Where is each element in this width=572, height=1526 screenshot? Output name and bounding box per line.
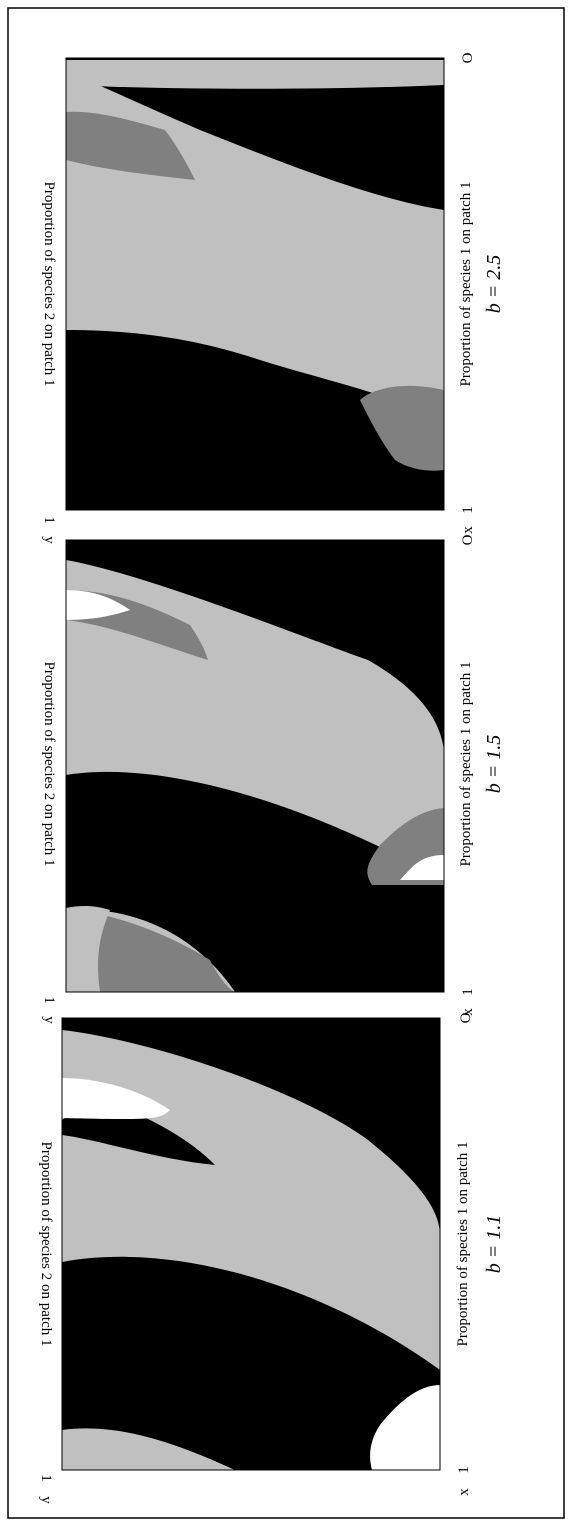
- y-axis-name: y: [38, 1496, 54, 1504]
- y-axis-label: Proportion of species 2 on patch 1: [38, 1142, 54, 1347]
- plot-frame: [61, 1017, 441, 1471]
- origin-label: O: [458, 1012, 474, 1023]
- x-end-tick: 1: [460, 506, 476, 514]
- plot-frame: [65, 539, 445, 993]
- x-axis-label: Proportion of species 1 on patch 1: [458, 182, 474, 387]
- y-axis-label: Proportion of species 2 on patch 1: [41, 182, 57, 387]
- x-end-tick: 1: [456, 1466, 472, 1474]
- origin-label: O: [460, 534, 476, 545]
- region-black-top-left: [66, 540, 444, 750]
- y-end-tick: 1: [41, 516, 57, 524]
- region-dark-gray-top-right: [360, 385, 444, 471]
- y-end-tick: 1: [41, 996, 57, 1004]
- y-axis-label: Proportion of species 2 on patch 1: [41, 662, 57, 867]
- region-light-gray-bottom-right: [66, 905, 110, 992]
- x-axis-name: x: [460, 526, 476, 534]
- region-dark-gray-bottom-right: [66, 908, 235, 992]
- panel-b-2-5: b = 2.5 Proportion of species 1 on patch…: [41, 52, 505, 544]
- panel-b-1-5: b = 1.5 Proportion of species 1 on patch…: [41, 534, 505, 1024]
- y-axis-name: y: [41, 536, 57, 544]
- x-end-tick: 1: [460, 988, 476, 996]
- b-label: b = 1.1: [483, 1215, 505, 1274]
- region-black-top-right: [66, 330, 444, 510]
- region-light-band: [62, 1426, 235, 1470]
- region-black-top-left: [66, 58, 444, 210]
- x-axis-name: x: [460, 1008, 476, 1016]
- region-white-top-right: [370, 1385, 440, 1470]
- x-axis-name: x: [456, 1488, 472, 1496]
- origin-label: O: [460, 52, 476, 63]
- region-black-strip: [62, 1416, 235, 1470]
- plot-frame: [65, 57, 445, 511]
- region-white-bottom-left: [62, 1078, 170, 1120]
- y-end-tick: 1: [38, 1474, 54, 1482]
- b-label: b = 1.5: [483, 735, 505, 794]
- region-black-bottom-left-band: [62, 1110, 215, 1165]
- region-dark-gray-bottom-left: [66, 111, 195, 180]
- outer-border: [7, 7, 565, 1519]
- region-black-top-left: [62, 1018, 440, 1232]
- region-light-edge-top: [66, 60, 444, 89]
- panel-b-1-1: b = 1.1 Proportion of species 1 on patch…: [38, 1012, 505, 1504]
- b-label: b = 2.5: [483, 255, 505, 314]
- x-axis-label: Proportion of species 1 on patch 1: [458, 662, 474, 867]
- region-white-top-right: [400, 855, 444, 880]
- region-black-top-right: [62, 1256, 440, 1470]
- region-white-bottom-left: [66, 590, 130, 620]
- x-axis-label: Proportion of species 1 on patch 1: [455, 1142, 471, 1347]
- y-axis-name: y: [41, 1016, 57, 1024]
